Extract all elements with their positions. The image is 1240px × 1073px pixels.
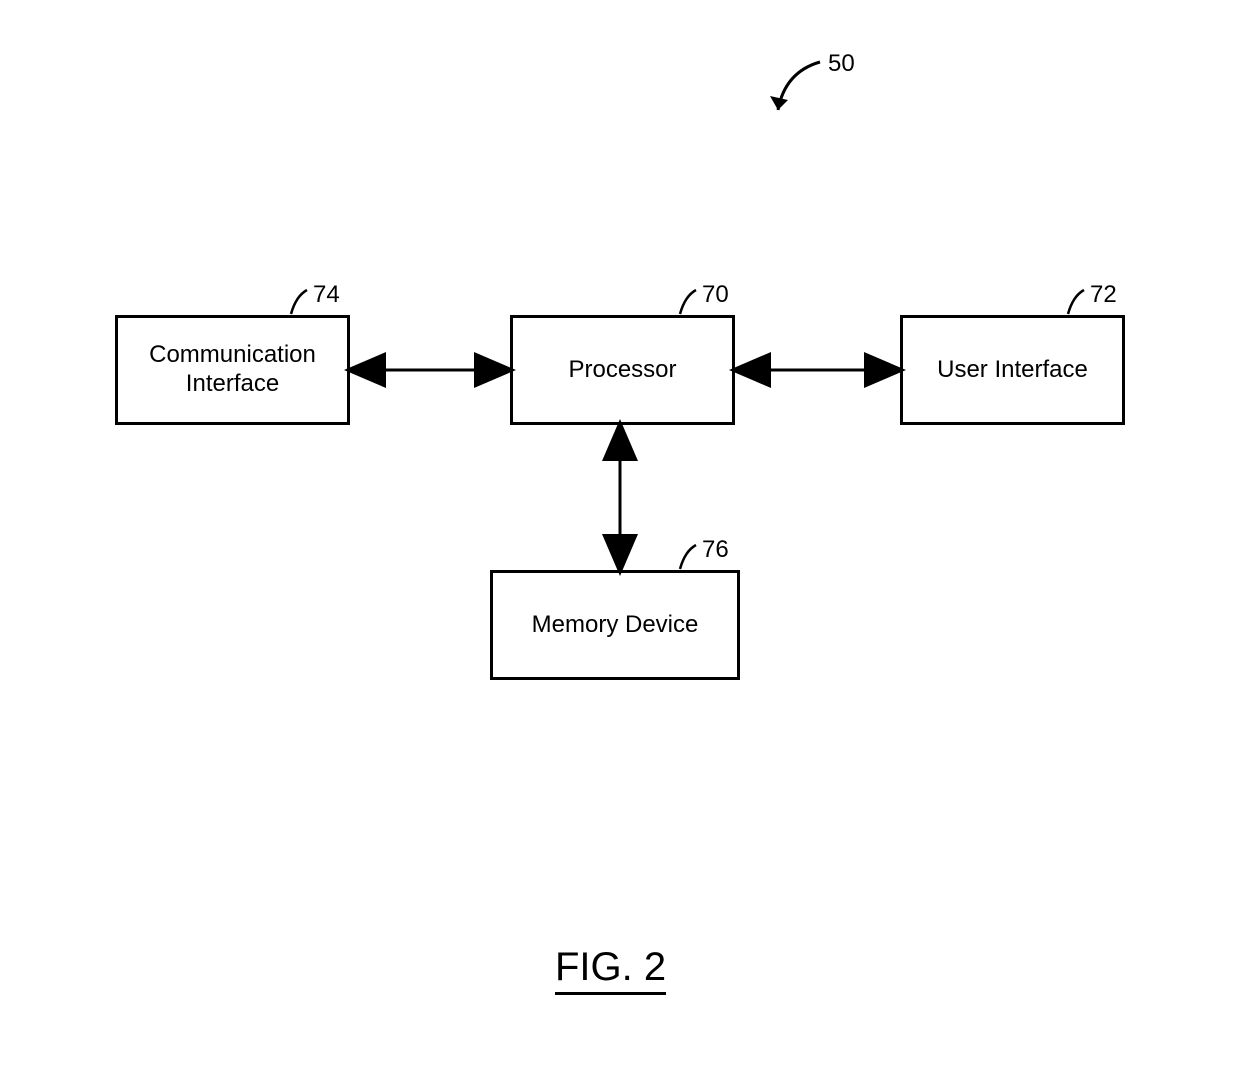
block-communication-interface: CommunicationInterface	[115, 315, 350, 425]
leader-72	[1068, 290, 1084, 314]
leader-74	[291, 290, 307, 314]
ref-number-72: 72	[1090, 281, 1117, 309]
block-label: Memory Device	[532, 611, 699, 640]
block-memory-device: Memory Device	[490, 570, 740, 680]
ref-number-76: 76	[702, 536, 729, 564]
figure-caption: FIG. 2	[555, 945, 666, 995]
ref-number-50: 50	[828, 50, 855, 78]
leader-70	[680, 290, 696, 314]
leader-50	[778, 62, 820, 110]
leader-50-arrowhead	[770, 96, 788, 110]
block-label: User Interface	[937, 356, 1088, 385]
diagram-arrows	[0, 0, 1240, 1073]
block-processor: Processor	[510, 315, 735, 425]
block-user-interface: User Interface	[900, 315, 1125, 425]
ref-number-74: 74	[313, 281, 340, 309]
block-label: CommunicationInterface	[149, 341, 316, 399]
block-label: Processor	[568, 356, 676, 385]
leader-76	[680, 545, 696, 569]
ref-number-70: 70	[702, 281, 729, 309]
